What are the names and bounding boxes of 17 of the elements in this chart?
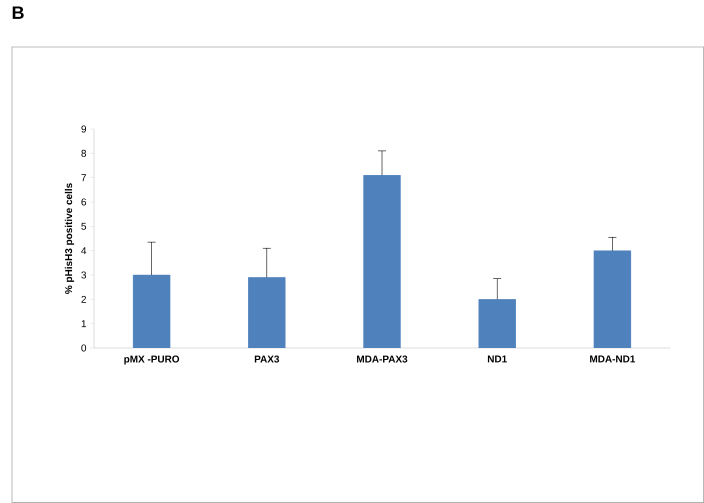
y-tick-label: 7 — [81, 174, 86, 182]
x-tick-label: MDA-ND1 — [590, 356, 636, 362]
y-tick-label: 1 — [82, 320, 86, 328]
x-tick-label: MDA-PAX3 — [357, 356, 408, 363]
x-tick-label: ND1 — [488, 356, 507, 362]
y-tick-label: 3 — [81, 271, 86, 279]
y-axis-title: % pHisH3 positive cells — [64, 183, 74, 294]
y-tick-label: 9 — [81, 125, 86, 133]
x-tick-label: pMX -PURO — [124, 356, 180, 365]
y-tick-label: 0 — [81, 344, 86, 352]
y-tick-label: 8 — [81, 150, 86, 157]
y-tick-label: 6 — [81, 198, 86, 206]
x-tick-label: PAX3 — [254, 356, 280, 363]
y-tick-label: 4 — [81, 247, 86, 254]
y-tick-label: 5 — [81, 222, 86, 230]
y-tick-label: 2 — [81, 296, 86, 303]
text: B — [12, 6, 24, 19]
